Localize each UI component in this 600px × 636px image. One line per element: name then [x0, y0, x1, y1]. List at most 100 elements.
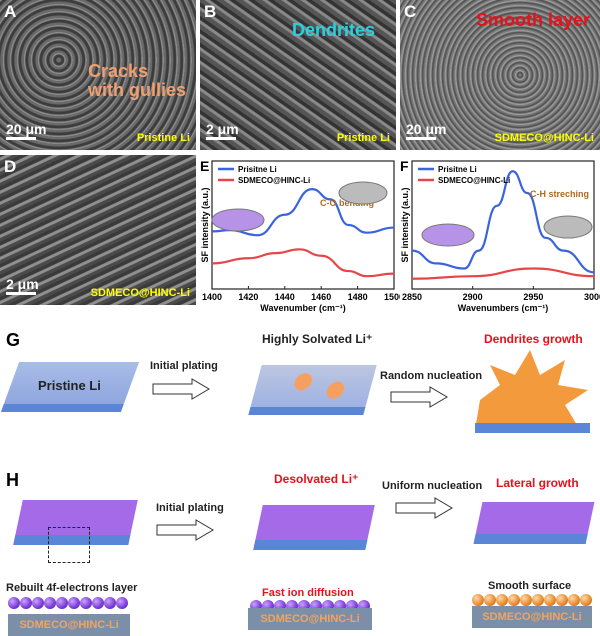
atom [496, 594, 508, 606]
panel-label: A [4, 2, 17, 21]
desolvated-slab [253, 505, 375, 550]
sem-panel-b: B Dendrites 2 μm Pristine Li [200, 0, 396, 150]
stage-title: Lateral growth [496, 476, 579, 490]
scale-bar: 2 μm [206, 121, 239, 140]
atom [104, 597, 116, 609]
panel-label: C [404, 2, 417, 21]
panel-label-h: H [6, 470, 19, 490]
x-tick-label: 1400 [202, 292, 222, 302]
atom [56, 597, 68, 609]
caption: Rebuilt 4f-electrons layer [6, 582, 138, 594]
series-line [411, 170, 595, 274]
atom [32, 597, 44, 609]
arrow-right-icon [390, 386, 448, 408]
step-label: Uniform nucleation [382, 480, 483, 492]
x-tick-label: 2850 [402, 292, 422, 302]
atom [484, 594, 496, 606]
atom [8, 597, 20, 609]
caption: Fast ion diffusion [262, 587, 354, 599]
scale-bar: 20 μm [406, 121, 446, 140]
plot-frame [211, 160, 395, 290]
sample-label: Pristine Li [136, 132, 190, 144]
legend-label: SDMECO@HINC-Li [438, 176, 510, 185]
peak-annotation: C-O bending [320, 198, 374, 208]
zoom-box [48, 527, 90, 563]
x-tick-label: 1500 [384, 292, 400, 302]
sem-panel-a: A Cracks with gullies 20 μm Pristine Li [0, 0, 196, 150]
lateral-slab [473, 502, 595, 544]
stage-title: Dendrites growth [484, 332, 583, 346]
step-label: Random nucleation [380, 370, 483, 382]
series-line [211, 248, 395, 278]
surface-illustration [421, 223, 475, 247]
annotation: Smooth layer [476, 10, 591, 30]
peak-annotation: C-H streching [530, 189, 589, 199]
atom-lattice [8, 597, 128, 609]
atom [44, 597, 56, 609]
x-tick-label: 1420 [238, 292, 258, 302]
scale-bar: 20 μm [6, 121, 46, 140]
atom [556, 594, 568, 606]
sample-label: SDMECO@HINC-Li [494, 132, 594, 144]
x-tick-label: 2950 [523, 292, 543, 302]
atom [116, 597, 128, 609]
x-tick-label: 1440 [275, 292, 295, 302]
atom [472, 594, 484, 606]
y-axis-label: SF intensity (a.u.) [400, 187, 410, 262]
x-tick-label: 3000 [584, 292, 600, 302]
panel-label: F [400, 158, 409, 174]
atom [92, 597, 104, 609]
x-axis-label: Wavenumbers (cm⁻¹) [458, 303, 548, 313]
surface-illustration [543, 215, 593, 239]
caption: Smooth surface [488, 580, 572, 592]
sem-panel-c: C Smooth layer 20 μm SDMECO@HINC-Li [400, 0, 600, 150]
panel-label: D [4, 157, 17, 176]
x-axis-label: Wavenumber (cm⁻¹) [260, 303, 345, 313]
atom [68, 597, 80, 609]
annotation: Cracks with gullies [88, 61, 187, 100]
atom [568, 594, 580, 606]
arrow-right-icon [395, 497, 453, 519]
chart-e: 1400 1420 1440 1460 1480 1500 Wavenumber (cm⁻¹… [200, 158, 400, 313]
atom [532, 594, 544, 606]
stage-title: Highly Solvated Li⁺ [262, 332, 373, 346]
panel-label: E [200, 158, 209, 174]
stage-title: Desolvated Li⁺ [274, 472, 359, 486]
series-line [411, 267, 595, 280]
atom [508, 594, 520, 606]
scale-bar: 2 μm [6, 276, 39, 295]
legend-label: Prisitne Li [438, 165, 477, 174]
plot-frame [411, 160, 595, 290]
atom [520, 594, 532, 606]
atom [20, 597, 32, 609]
sample-label: SDMECO@HINC-Li [90, 287, 190, 299]
sem-panel-d: D 2 μm SDMECO@HINC-Li [0, 155, 196, 305]
y-axis-label: SF intensity (a.u.) [200, 187, 210, 262]
surface-illustration [211, 208, 265, 232]
x-tick-label: 1480 [348, 292, 368, 302]
atom-lattice [472, 594, 592, 606]
substrate-label: SDMECO@HINC-Li [472, 606, 592, 628]
slab-label: Pristine Li [38, 378, 101, 393]
sample-label: Pristine Li [336, 132, 390, 144]
arrow-right-icon [156, 519, 214, 541]
atom [80, 597, 92, 609]
step-label: Initial plating [150, 360, 218, 372]
annotation: Dendrites [292, 20, 376, 40]
solvated-slab [248, 365, 377, 415]
x-tick-label: 2900 [463, 292, 483, 302]
substrate-label: SDMECO@HINC-Li [248, 608, 372, 630]
substrate-label: SDMECO@HINC-Li [8, 614, 130, 636]
surface-illustration [338, 181, 388, 205]
legend-label: SDMECO@HINC-Li [238, 176, 310, 185]
atom [580, 594, 592, 606]
step-label: Initial plating [156, 502, 224, 514]
chart-f: 2850 2900 2950 3000 Wavenumbers (cm⁻¹) SF int… [400, 158, 600, 313]
dendrite-illustration [475, 350, 590, 433]
x-tick-label: 1460 [311, 292, 331, 302]
panel-label-g: G [6, 330, 21, 350]
panel-label: B [204, 2, 217, 21]
arrow-right-icon [152, 378, 210, 400]
legend-label: Prisitne Li [238, 165, 277, 174]
atom [544, 594, 556, 606]
